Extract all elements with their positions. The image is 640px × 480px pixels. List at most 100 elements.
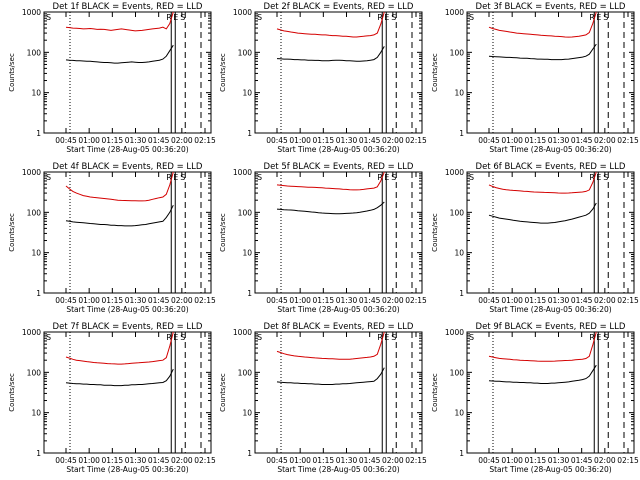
y-tick-label: 1 [459, 449, 464, 458]
marker-letter: R [589, 173, 595, 182]
lld-rate-line [488, 171, 597, 194]
x-tick-label: 01:00 [501, 456, 523, 465]
x-tick-label: 01:30 [336, 136, 358, 145]
x-tick-label: 01:45 [359, 136, 381, 145]
panel-title: Det 6f BLACK = Events, RED = LLD [476, 162, 626, 172]
x-tick-label: 01:15 [525, 296, 547, 305]
events-rate-line [488, 43, 597, 61]
lld-rate-line [276, 171, 385, 191]
x-tick-label: 02:15 [617, 296, 639, 305]
y-tick-label: 100 [450, 368, 465, 377]
plot-frame [254, 331, 423, 454]
detector-panel: Det 6f BLACK = Events, RED = LLD 1 10 100 10… [431, 162, 639, 314]
x-tick-label: 01:30 [548, 456, 570, 465]
lld-rate-line [488, 11, 597, 38]
x-tick-label: 00:45 [478, 136, 500, 145]
x-tick-label: 01:30 [125, 296, 147, 305]
x-tick-label: 02:15 [405, 136, 427, 145]
lld-rate-line [65, 11, 174, 32]
panel-title: Det 7f BLACK = Events, RED = LLD [53, 322, 203, 332]
x-tick-label: 01:15 [313, 296, 335, 305]
y-tick-label: 100 [27, 208, 42, 217]
panel-title: Det 2f BLACK = Events, RED = LLD [264, 2, 414, 12]
events-rate-line [276, 46, 385, 62]
marker-letter: E [596, 173, 601, 182]
x-tick-label: 02:00 [382, 296, 404, 305]
x-axis-label: Start Time (28-Aug-05 00:36:20) [66, 145, 188, 154]
panel-title: Det 9f BLACK = Events, RED = LLD [476, 322, 626, 332]
y-tick-label: 1 [36, 289, 41, 298]
marker-letter: S [257, 13, 262, 22]
x-tick-label: 01:45 [148, 296, 170, 305]
plot-frame [466, 171, 635, 294]
detector-panel: Det 2f BLACK = Events, RED = LLD 1 10 100 10… [219, 2, 427, 154]
x-tick-label: 02:00 [594, 296, 616, 305]
x-axis-label: Start Time (28-Aug-05 00:36:20) [277, 465, 399, 474]
x-tick-label: 02:15 [405, 456, 427, 465]
x-axis-label: Start Time (28-Aug-05 00:36:20) [66, 465, 188, 474]
detector-panel: Det 3f BLACK = Events, RED = LLD 1 10 100 10… [431, 2, 639, 154]
y-tick-label: 100 [27, 368, 42, 377]
x-tick-label: 01:45 [148, 456, 170, 465]
y-tick-label: 10 [31, 89, 41, 98]
x-tick-label: 01:45 [571, 296, 593, 305]
x-tick-label: 01:45 [359, 456, 381, 465]
marker-letter: E [173, 333, 178, 342]
y-tick-label: 100 [238, 48, 253, 57]
marker-letter: S [257, 333, 262, 342]
events-rate-line [276, 367, 385, 385]
events-rate-line [488, 364, 597, 384]
plot-frame [43, 11, 212, 134]
x-tick-label: 02:15 [617, 136, 639, 145]
x-tick-label: 01:15 [102, 456, 124, 465]
lld-rate-line [276, 11, 385, 38]
marker-letter: S [391, 173, 396, 182]
x-tick-label: 00:45 [55, 456, 77, 465]
y-tick-label: 100 [450, 208, 465, 217]
marker-letter: S [603, 13, 608, 22]
marker-letter: S [603, 173, 608, 182]
marker-letter: S [46, 173, 51, 182]
plot-frame [466, 11, 635, 134]
lld-rate-line [65, 171, 174, 202]
y-axis-label: Counts/sec [8, 213, 16, 252]
x-tick-label: 01:45 [359, 296, 381, 305]
y-axis-label: Counts/sec [219, 213, 227, 252]
detector-panel: Det 7f BLACK = Events, RED = LLD 1 10 100 10… [8, 322, 216, 474]
x-tick-label: 01:30 [548, 136, 570, 145]
detector-panel: Det 1f BLACK = Events, RED = LLD 1 10 100 10… [8, 2, 216, 154]
x-tick-label: 01:00 [289, 136, 311, 145]
x-tick-label: 01:45 [571, 456, 593, 465]
marker-letter: R [589, 333, 595, 342]
x-tick-label: 01:00 [501, 296, 523, 305]
x-tick-label: 01:15 [313, 456, 335, 465]
x-tick-label: 01:30 [125, 456, 147, 465]
marker-letter: S [469, 333, 474, 342]
y-tick-label: 1000 [22, 8, 41, 17]
y-tick-label: 10 [454, 89, 464, 98]
marker-letter: R [166, 333, 172, 342]
marker-letter: S [257, 173, 262, 182]
y-tick-label: 1000 [445, 168, 464, 177]
marker-letter: S [46, 333, 51, 342]
x-tick-label: 00:45 [266, 136, 288, 145]
marker-letter: E [384, 173, 389, 182]
panel-title: Det 8f BLACK = Events, RED = LLD [264, 322, 414, 332]
marker-letter: E [384, 13, 389, 22]
marker-letter: E [173, 13, 178, 22]
x-tick-label: 01:30 [125, 136, 147, 145]
x-tick-label: 01:15 [525, 456, 547, 465]
y-axis-label: Counts/sec [8, 53, 16, 92]
panel-title: Det 1f BLACK = Events, RED = LLD [53, 2, 203, 12]
x-tick-label: 02:00 [594, 456, 616, 465]
x-tick-label: 02:00 [171, 296, 193, 305]
x-tick-label: 00:45 [55, 136, 77, 145]
y-tick-label: 1000 [445, 8, 464, 17]
x-tick-label: 02:15 [194, 456, 216, 465]
y-tick-label: 100 [238, 368, 253, 377]
y-tick-label: 100 [238, 208, 253, 217]
y-tick-label: 1000 [445, 328, 464, 337]
y-tick-label: 10 [242, 89, 252, 98]
y-tick-label: 1 [247, 129, 252, 138]
events-rate-line [65, 368, 174, 387]
